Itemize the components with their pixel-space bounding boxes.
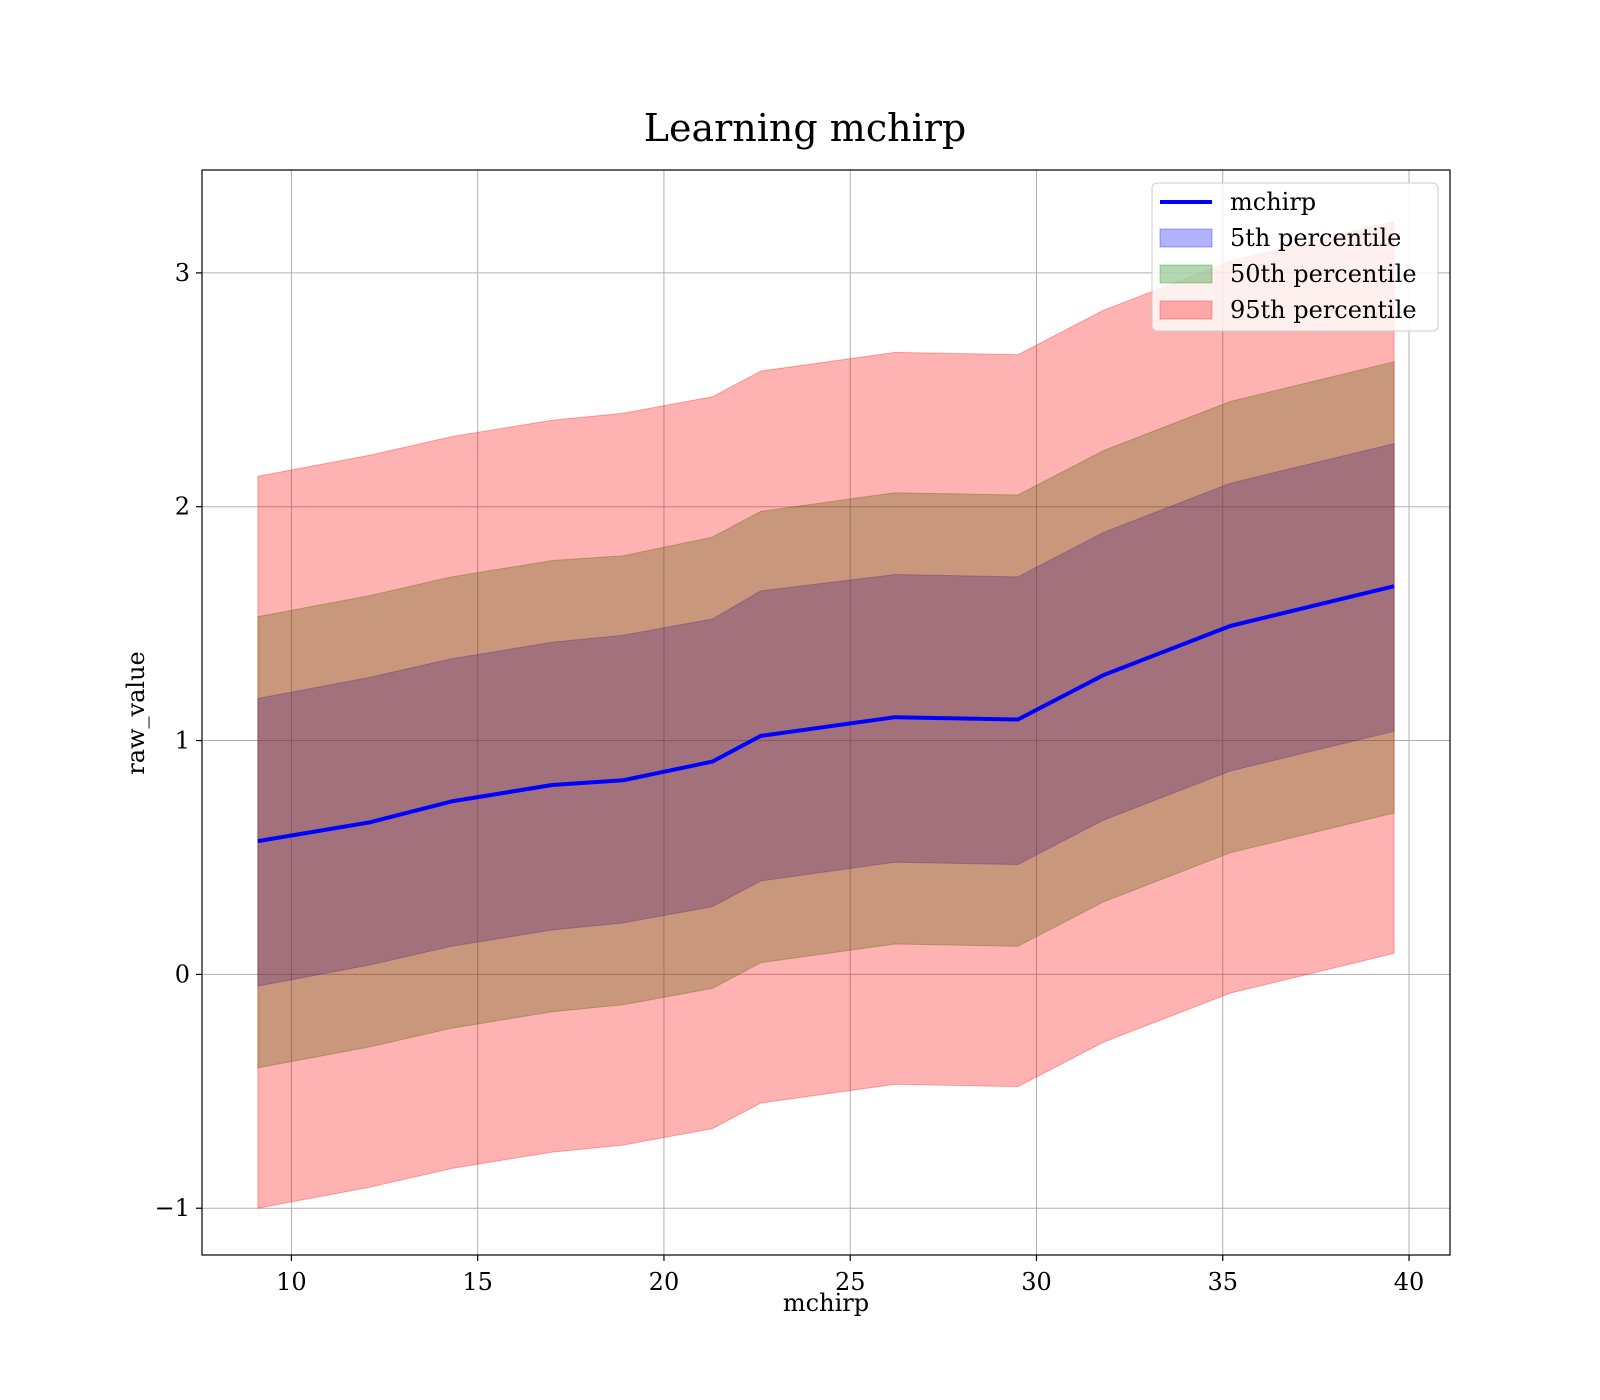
x-axis-ticks: 10 15 20 25 30 35 40 [276, 1255, 1424, 1296]
y-tick-label: −1 [155, 1194, 190, 1222]
legend-label: 5th percentile [1230, 224, 1401, 252]
legend-label: mchirp [1230, 188, 1316, 216]
series-line-mchirp [257, 584, 1395, 844]
legend-swatch-band [1159, 300, 1213, 320]
plot-area [202, 170, 1450, 1255]
legend-box [1151, 182, 1439, 332]
x-tick-label: 20 [649, 1268, 680, 1296]
y-tick-label: 0 [175, 960, 190, 988]
x-axis-label: mchirp [783, 1289, 869, 1317]
y-tick-label: 3 [175, 259, 190, 287]
plot-frame [201, 169, 1451, 1256]
percentile-bands [257, 220, 1395, 1209]
series-lines [257, 584, 1395, 844]
legend: mchirp 5th percentile 50th percentile 95th … [1151, 182, 1439, 332]
chart-title: Learning mchirp [644, 106, 966, 150]
band-2 [257, 361, 1395, 1069]
x-tick-label: 25 [835, 1268, 866, 1296]
y-tick-label: 2 [175, 493, 190, 521]
legend-label: 95th percentile [1230, 296, 1417, 324]
legend-swatch-band [1159, 264, 1213, 284]
legend-label: 50th percentile [1230, 260, 1417, 288]
y-axis-label: raw_value [122, 651, 150, 775]
x-tick-label: 10 [276, 1268, 307, 1296]
grid [202, 170, 1450, 1255]
x-tick-label: 30 [1021, 1268, 1052, 1296]
band-1 [257, 442, 1395, 987]
band-3 [257, 220, 1395, 1209]
y-tick-label: 1 [175, 727, 190, 755]
x-tick-label: 40 [1394, 1268, 1425, 1296]
x-tick-label: 35 [1207, 1268, 1238, 1296]
legend-swatch-band [1159, 228, 1213, 248]
y-axis-ticks: −1 0 1 2 3 [155, 259, 202, 1222]
x-tick-label: 15 [462, 1268, 493, 1296]
